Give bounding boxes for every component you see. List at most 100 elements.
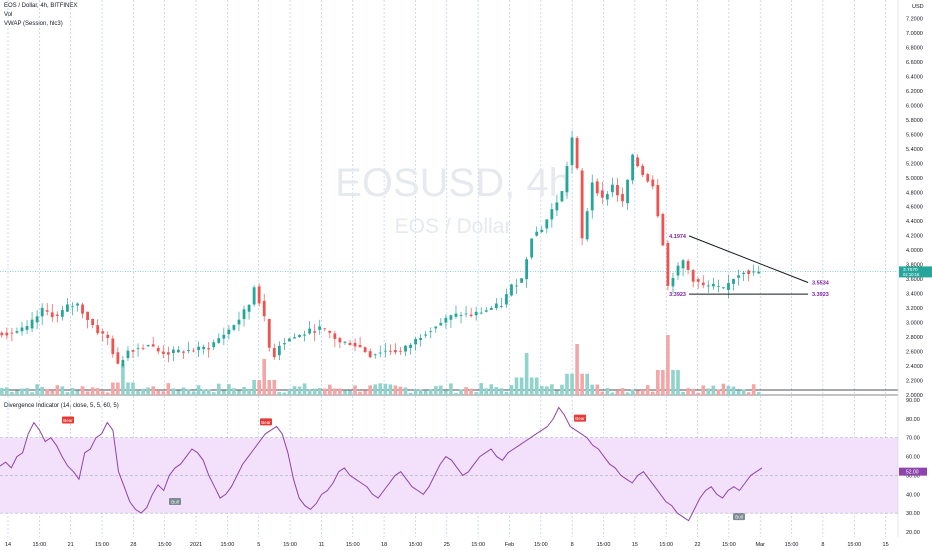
divergence-oscillator: Bear Bear Bear Bull Bull <box>0 406 898 522</box>
candle-body <box>146 344 150 347</box>
price-tick-label: 2.6000 <box>906 350 923 356</box>
volume-bar <box>5 387 9 395</box>
candle-body <box>651 179 655 187</box>
volume-bar <box>529 377 534 395</box>
time-tick-label: 15:00 <box>32 542 46 548</box>
time-tick-label: 15 <box>883 542 889 548</box>
candle-body <box>91 318 95 326</box>
volume-bar <box>348 390 352 395</box>
candle-body <box>555 202 559 211</box>
volume-bar <box>489 384 494 395</box>
candle-body <box>716 286 720 287</box>
candle-body <box>217 338 221 343</box>
volume-bar <box>277 392 282 395</box>
volume-bar <box>620 388 625 395</box>
candle-body <box>580 170 584 239</box>
price-tick-label: 6.4000 <box>906 74 923 80</box>
signal-bear-badge <box>574 414 586 422</box>
volume-bar <box>514 377 519 395</box>
candle-body <box>232 325 236 330</box>
volume-bar <box>136 391 140 395</box>
volume-bar <box>55 385 60 395</box>
candle-body <box>187 350 190 352</box>
candle-body <box>71 306 74 308</box>
volume-bar <box>75 390 80 395</box>
time-tick-label: 15:00 <box>221 542 235 548</box>
candle-body <box>711 284 715 287</box>
candle-body <box>560 191 564 202</box>
volume-bar <box>580 373 584 395</box>
candle-body <box>454 313 458 317</box>
legend-symbol[interactable]: EOS / Dollar, 4h, BITFINEX <box>4 3 78 9</box>
candle-body <box>182 351 185 353</box>
volume-bar <box>15 390 19 395</box>
signal-label: Bear <box>575 416 585 421</box>
volume-bar <box>40 387 44 395</box>
osc-band <box>0 437 898 514</box>
candle-body <box>50 312 54 318</box>
candle-body <box>111 338 115 355</box>
candle-body <box>414 338 418 345</box>
volume-bar <box>302 383 307 395</box>
signal-bear-badge <box>260 418 272 426</box>
time-tick-label: 22 <box>694 542 700 548</box>
volume-bar <box>590 384 595 395</box>
volume-bar <box>146 387 150 395</box>
price-tick-label: 2.0000 <box>906 393 923 399</box>
price-tick-label: 3.6000 <box>906 277 923 283</box>
time-tick-label: 15:00 <box>158 542 172 548</box>
candle-body <box>358 345 362 348</box>
osc-tick-label: 50.00 <box>906 473 920 479</box>
candle-body <box>303 334 306 336</box>
volume-bar <box>227 384 231 395</box>
volume-bar <box>322 388 327 395</box>
time-tick-label: 15:00 <box>597 542 611 548</box>
volume-bar <box>363 390 367 395</box>
volume-bar <box>519 377 524 395</box>
volume-bar <box>701 385 706 395</box>
candle-body <box>570 137 574 166</box>
candle-body <box>439 322 443 326</box>
volume-bar <box>454 392 458 395</box>
price-tick-label: 6.0000 <box>906 103 923 109</box>
volume-bar <box>433 386 438 395</box>
volume-bar <box>686 388 690 395</box>
volume-bar <box>242 386 246 395</box>
volume-bar <box>696 392 700 395</box>
candle-body <box>449 315 453 320</box>
candle-body <box>10 332 14 334</box>
candle-body <box>494 303 498 309</box>
candle-body <box>616 185 619 196</box>
candle-body <box>192 350 195 352</box>
volume-bar <box>156 390 161 395</box>
osc-tick-label: 20.00 <box>906 530 920 536</box>
candle-body <box>525 259 529 280</box>
candle-body <box>288 338 291 342</box>
volume-bar <box>20 388 24 395</box>
candle-body <box>298 334 301 338</box>
candle-body <box>722 287 725 289</box>
legend-indicator[interactable]: Divergence Indicator (14, close, 5, 5, 6… <box>4 403 119 409</box>
volume-bar <box>625 392 630 395</box>
price-tick-label: 5.2000 <box>906 161 923 167</box>
candle-body <box>0 332 4 336</box>
volume-bar <box>413 389 418 395</box>
signal-bear-badge <box>62 416 74 424</box>
volume-bar <box>267 380 272 395</box>
volume-bar <box>186 389 191 395</box>
volume-bar <box>534 377 539 395</box>
osc-tick-label: 70.00 <box>906 436 920 442</box>
candle-body <box>318 326 322 330</box>
volume-bar <box>691 388 695 395</box>
volume-bar <box>423 390 428 395</box>
label-triangle-top: 4.1974 <box>669 234 687 240</box>
legend-vol[interactable]: Vol <box>4 12 13 18</box>
legend-vwap[interactable]: VWAP (Session, hlc3) <box>4 21 63 27</box>
price-tick-label: 5.4000 <box>906 147 923 153</box>
volume-bar <box>605 388 610 395</box>
volume-bar <box>237 390 241 395</box>
candle-body <box>76 303 79 306</box>
candle-body <box>96 325 100 334</box>
volume-bar <box>524 353 529 395</box>
